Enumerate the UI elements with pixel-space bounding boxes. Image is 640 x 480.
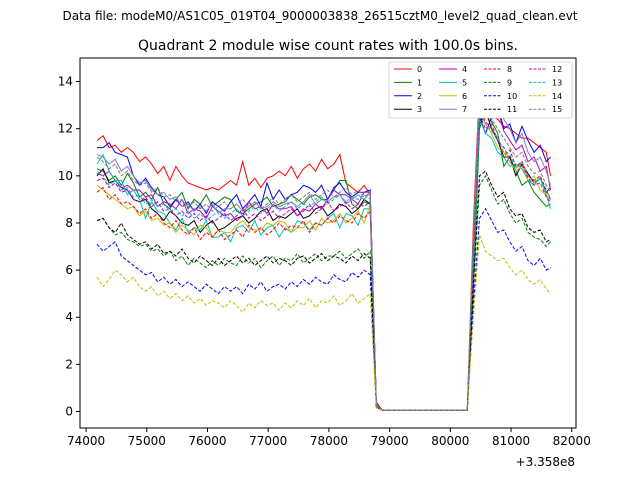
x-tick-label: 82000 — [553, 434, 591, 448]
x-tick-label: 78000 — [310, 434, 348, 448]
y-tick-label: 8 — [65, 216, 73, 230]
legend-label-2: 2 — [417, 92, 422, 101]
x-tick-label: 77000 — [249, 434, 287, 448]
figure-suptitle: Data file: modeM0/AS1C05_019T04_90000038… — [62, 9, 577, 23]
series-line-15 — [96, 98, 551, 411]
x-tick-label: 74000 — [67, 434, 105, 448]
chart-title: Quadrant 2 module wise count rates with … — [138, 38, 518, 54]
y-tick-label: 6 — [65, 263, 73, 277]
series-line-10 — [96, 207, 551, 411]
y-tick-label: 10 — [58, 169, 73, 183]
y-tick-label: 2 — [65, 357, 73, 371]
series-line-4 — [96, 103, 551, 411]
series-line-14 — [96, 234, 551, 411]
plot-frame — [79, 57, 577, 429]
x-tick-label: 75000 — [128, 434, 166, 448]
series-line-9 — [96, 174, 551, 411]
x-tick-label: 81000 — [492, 434, 530, 448]
legend-label-6: 6 — [462, 92, 467, 101]
series-line-8 — [96, 107, 551, 411]
series-line-1 — [96, 108, 551, 411]
series-layer — [96, 86, 551, 411]
x-tick-label: 80000 — [431, 434, 469, 448]
x-tick-label: 76000 — [188, 434, 226, 448]
series-line-13 — [96, 109, 551, 411]
legend-label-3: 3 — [417, 105, 422, 114]
series-line-3 — [96, 108, 551, 411]
legend-label-13: 13 — [552, 78, 562, 87]
legend-frame — [388, 61, 573, 119]
legend-label-15: 15 — [552, 105, 562, 114]
series-line-11 — [96, 170, 551, 411]
legend-label-7: 7 — [462, 105, 467, 114]
x-axis: 74000 75000 76000 77000 78000 79000 80000 81000… — [67, 428, 591, 448]
legend-label-5: 5 — [462, 78, 467, 87]
legend-label-10: 10 — [507, 92, 517, 101]
series-line-6 — [96, 109, 551, 411]
legend-label-14: 14 — [552, 92, 562, 101]
legend-label-0: 0 — [417, 65, 422, 74]
legend-label-8: 8 — [507, 65, 512, 74]
x-tick-label: 79000 — [371, 434, 409, 448]
legend-label-4: 4 — [462, 65, 467, 74]
y-tick-label: 12 — [58, 122, 73, 136]
y-axis: 0 2 4 6 8 10 12 14 — [58, 75, 80, 419]
legend-label-9: 9 — [507, 78, 512, 87]
series-line-0 — [96, 86, 551, 411]
series-line-7 — [96, 90, 551, 411]
legend-label-1: 1 — [417, 78, 422, 87]
series-line-2 — [97, 103, 551, 411]
series-line-12 — [96, 114, 551, 411]
legend-label-12: 12 — [552, 65, 562, 74]
y-tick-label: 14 — [58, 75, 73, 89]
y-tick-label: 4 — [65, 310, 73, 324]
legend-label-11: 11 — [507, 105, 517, 114]
x-offset-label: +3.358e8 — [516, 455, 575, 469]
y-tick-label: 0 — [65, 405, 73, 419]
